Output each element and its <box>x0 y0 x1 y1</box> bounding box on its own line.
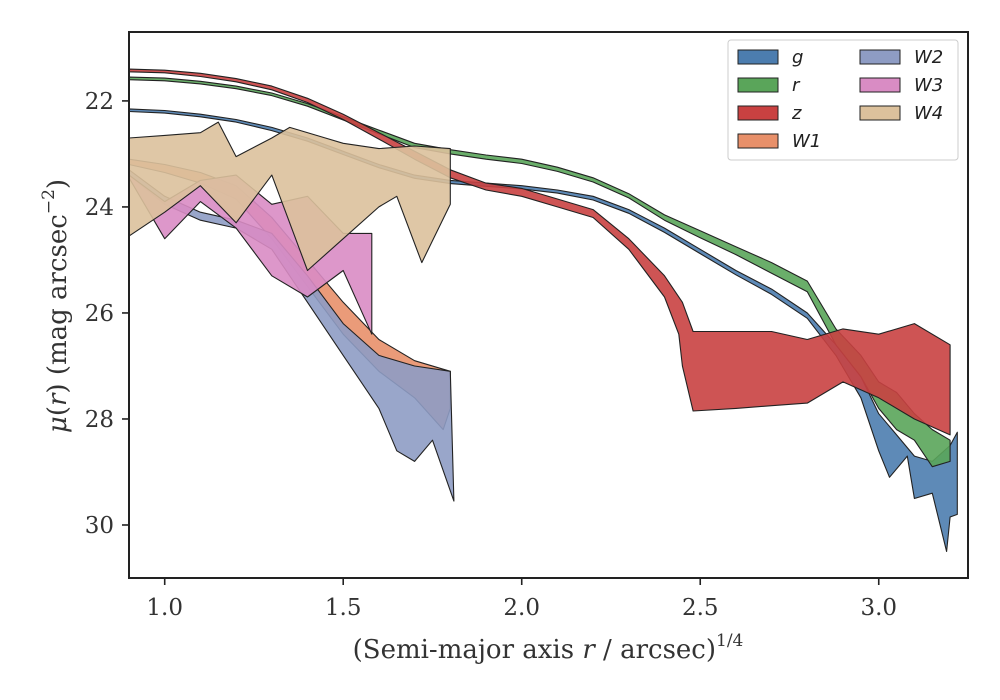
y-axis-title-mid: ) (mag arcsec <box>43 214 73 393</box>
legend-swatch-r <box>737 77 779 93</box>
legend-swatch-w4 <box>859 105 901 121</box>
legend-box <box>727 39 959 161</box>
legend-swatch-z <box>737 105 779 121</box>
y-tick-label: 28 <box>85 407 114 433</box>
x-axis-title: (Semi-major axis r / arcsec)1/4 <box>353 631 744 665</box>
legend-label-r: r <box>792 75 801 96</box>
series-bands <box>128 68 958 553</box>
y-axis-ticks: 22 24 26 28 30 <box>85 89 129 539</box>
y-tick-label: 24 <box>85 195 114 221</box>
legend-label-w2: W2 <box>914 47 943 68</box>
legend-label-g: g <box>792 47 803 68</box>
x-axis-ticks: 1.0 1.5 2.0 2.5 3.0 <box>146 578 897 621</box>
y-axis-title-mu: μ <box>43 416 73 433</box>
legend-swatch-g <box>737 49 779 65</box>
legend-swatch-w2 <box>859 49 901 65</box>
x-tick-label: 2.0 <box>503 595 540 621</box>
x-axis-title-exp: 1/4 <box>716 631 743 651</box>
y-axis-title-var: r <box>43 392 73 406</box>
x-tick-label: 3.0 <box>860 595 897 621</box>
legend-swatch-w1 <box>737 133 779 149</box>
y-tick-label: 22 <box>85 89 114 115</box>
x-tick-label: 1.5 <box>325 595 362 621</box>
y-tick-label: 30 <box>85 513 114 539</box>
x-axis-title-var: r <box>582 635 596 665</box>
series-band-w4 <box>128 121 451 272</box>
legend: grz W1 W2 W3 W4 <box>727 39 959 161</box>
legend-swatch-w3 <box>859 77 901 93</box>
y-axis-title-exp: −2 <box>39 189 59 214</box>
legend-label-w3: W3 <box>914 75 943 96</box>
plot-frame <box>128 31 969 579</box>
x-axis-title-rest: / arcsec) <box>595 635 716 665</box>
x-tick-label: 1.0 <box>146 595 183 621</box>
legend-label-w1: W1 <box>792 131 821 152</box>
y-axis-title: μ(r) (mag arcsec−2) <box>39 179 73 433</box>
x-tick-label: 2.5 <box>682 595 719 621</box>
y-axis-title-close: ) <box>43 179 73 189</box>
y-axis-title-open: ( <box>43 406 73 416</box>
legend-label-z: z <box>791 103 802 124</box>
x-axis-title-main: (Semi-major axis <box>353 635 583 665</box>
y-tick-label: 26 <box>85 301 114 327</box>
legend-label-w4: W4 <box>914 103 943 124</box>
